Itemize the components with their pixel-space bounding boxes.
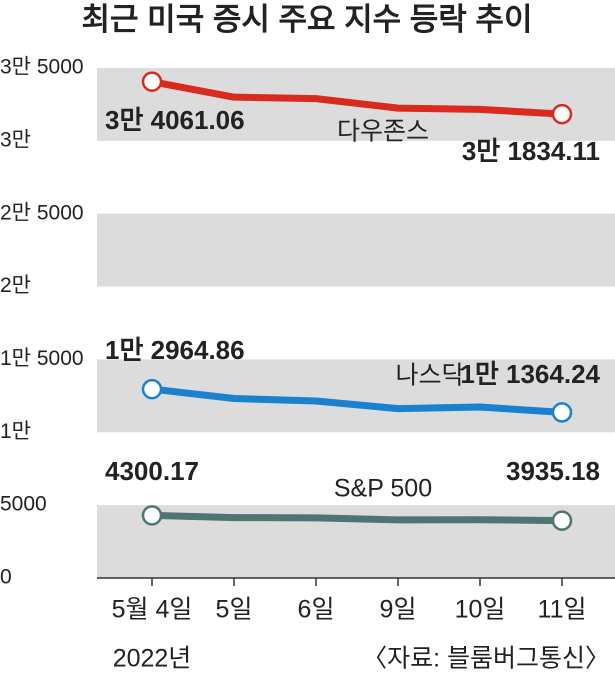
value-label: 1만 1364.24 [460,359,600,389]
point [141,505,163,526]
series-name: 나스닥 [395,362,464,390]
point [551,402,573,423]
value-label: 3935.18 [506,456,600,486]
value-label: 1만 2964.86 [105,335,245,365]
x-subtitle: 2022년 [113,645,192,673]
y-tick-label: 1만 5000 [0,347,84,370]
x-tick-label: 5일 [216,596,253,624]
y-tick-label: 5000 [0,493,47,516]
x-tick-label: 11일 [538,596,587,624]
y-tick-label: 3만 [0,128,31,151]
source: 〈자료: 블룸버그통신〉 [362,645,610,673]
series-line [151,78,563,118]
y-tick-label: 3만 5000 [0,56,84,79]
point [141,71,163,92]
grid-band [97,213,615,287]
series-line [151,385,563,416]
x-tick-label: 10일 [455,596,506,624]
series-name: 다우존스 [337,118,429,146]
y-tick-label: 2만 [0,274,31,297]
point [551,103,573,125]
value-label: 3만 4061.06 [105,105,245,135]
series-line [151,511,563,525]
value-label: 4300.17 [105,456,199,486]
y-tick-label: 2만 5000 [0,201,84,224]
value-label: 3만 1834.11 [462,136,600,166]
series-name: S&P 500 [334,475,432,503]
chart-title: 최근 미국 증시 주요 지수 등락 추이 [82,2,533,37]
point [551,510,573,531]
x-tick-label: 9일 [380,596,417,624]
y-tick-label: 1만 [0,420,31,443]
point [141,378,163,400]
x-tick-label: 6일 [298,596,335,624]
x-tick-label: 5월 4일 [112,596,193,624]
y-tick-label: 0 [0,566,12,589]
